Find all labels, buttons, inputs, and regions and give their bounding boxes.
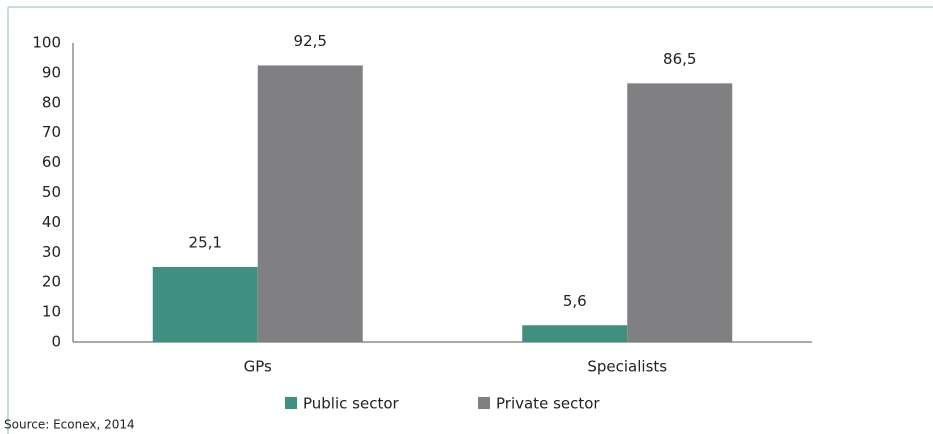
y-tick-label: 0 (51, 333, 61, 351)
y-tick-label: 50 (42, 183, 61, 201)
y-tick-label: 60 (42, 153, 61, 171)
y-tick-label: 100 (32, 34, 61, 52)
bar (257, 65, 363, 343)
y-tick-label: 90 (42, 63, 61, 81)
y-tick-label: 40 (42, 213, 61, 231)
legend-swatch (478, 397, 490, 409)
legend-swatch (285, 397, 297, 409)
data-label: 92,5 (294, 32, 327, 50)
data-label: 5,6 (563, 292, 587, 310)
source: Source: Econex, 2014 (4, 418, 135, 432)
y-tick-label: 80 (42, 93, 61, 111)
y-tick-label: 30 (42, 243, 61, 261)
y-tick-label: 70 (42, 123, 61, 141)
bar (627, 83, 733, 343)
legend-label: Private sector (496, 395, 600, 413)
bar (152, 266, 258, 342)
x-tick-label: GPs (244, 358, 272, 376)
x-tick-label: Specialists (587, 358, 667, 376)
data-label: 25,1 (189, 233, 222, 251)
legend-label: Public sector (303, 395, 400, 413)
bar (522, 325, 628, 342)
data-label: 86,5 (663, 50, 696, 68)
y-tick-label: 20 (42, 273, 61, 291)
y-tick-label: 10 (42, 303, 61, 321)
